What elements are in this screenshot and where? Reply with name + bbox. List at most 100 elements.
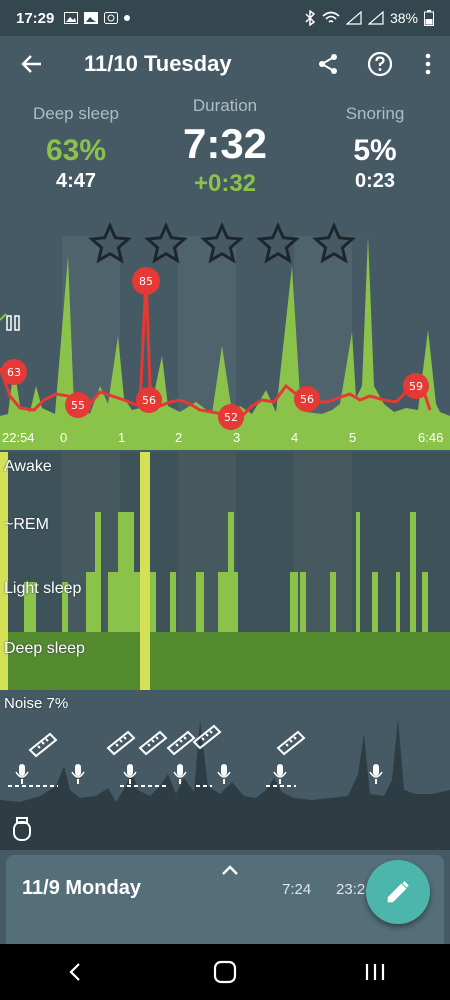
snoring-percent: 5% <box>353 134 397 167</box>
star-icon[interactable] <box>88 222 132 266</box>
deep-sleep-time: 4:47 <box>55 170 97 192</box>
hour-label: 1 <box>118 430 126 445</box>
status-time: 17:29 <box>16 9 55 27</box>
help-button[interactable] <box>354 36 406 92</box>
hour-label: 6:46 <box>418 430 444 445</box>
hr-marker-value: 56 <box>300 393 314 406</box>
page-title: 11/10 Tuesday <box>84 51 232 76</box>
hr-marker-value: 55 <box>71 399 85 412</box>
hr-marker-value: 52 <box>224 411 238 424</box>
alarm-icon <box>13 817 31 841</box>
deep-sleep-stat: Deep sleep 63% 4:47 <box>20 104 132 193</box>
star-icon[interactable] <box>144 222 188 266</box>
deep-sleep-label: Deep sleep <box>32 104 119 123</box>
hr-marker-value: 85 <box>139 275 153 288</box>
hr-marker: 56 <box>136 387 162 413</box>
snore-icons <box>28 724 306 758</box>
mic-icon[interactable] <box>71 764 85 784</box>
image-icon <box>64 12 79 24</box>
stage-label-light: Light sleep <box>4 580 82 597</box>
nav-back-button[interactable] <box>45 944 105 1000</box>
hour-label: 0 <box>60 430 68 445</box>
previous-night-card[interactable]: 11/9 Monday 7:24 23:24 <box>6 855 444 945</box>
more-vert-icon <box>425 53 431 75</box>
hr-markers: 63 85 55 56 52 56 59 <box>1 267 429 430</box>
stage-label-rem: ~REM <box>4 516 49 533</box>
system-nav-bar <box>0 944 450 1000</box>
mic-icon[interactable] <box>15 764 29 784</box>
deep-sleep-percent: 63% <box>45 134 107 167</box>
chevron-left-icon <box>69 963 80 981</box>
hour-label: 5 <box>349 430 357 445</box>
chevron-up-icon[interactable] <box>218 861 242 879</box>
overflow-menu-button[interactable] <box>406 36 450 92</box>
star-icon[interactable] <box>256 222 300 266</box>
hr-marker-value: 56 <box>142 394 156 407</box>
card-duration: 7:24 <box>282 881 312 898</box>
app-icon <box>104 12 119 24</box>
help-icon <box>367 51 393 77</box>
home-icon <box>213 960 237 984</box>
hour-label: 2 <box>175 430 183 445</box>
share-icon <box>319 54 337 74</box>
nav-home-button[interactable] <box>195 944 255 1000</box>
activity-heart-rate-graph[interactable]: 63 85 55 56 52 56 59 <box>0 236 450 450</box>
hr-marker: 55 <box>65 392 91 418</box>
mic-icon[interactable] <box>273 764 287 784</box>
hr-marker: 56 <box>294 386 320 412</box>
star-icon[interactable] <box>312 222 356 266</box>
share-button[interactable] <box>302 36 354 92</box>
duration-diff: +0:32 <box>193 170 257 197</box>
mic-icons <box>15 764 383 784</box>
hr-marker-value: 59 <box>409 380 423 393</box>
mic-icon[interactable] <box>173 764 187 784</box>
mic-icon[interactable] <box>217 764 231 784</box>
snore-icon <box>28 732 58 758</box>
duration-stat: Duration 7:32 +0:32 <box>160 96 290 198</box>
hour-label: 22:54 <box>2 430 35 445</box>
wifi-icon <box>322 11 340 23</box>
system-icons: 38% <box>304 10 434 26</box>
hr-marker: 52 <box>218 404 244 430</box>
snore-icon <box>106 730 136 756</box>
snore-icon <box>166 730 196 756</box>
stage-label-deep: Deep sleep <box>4 640 85 657</box>
sleep-stats: Deep sleep 63% 4:47 Duration 7:32 +0:32 … <box>0 92 450 222</box>
nav-recents-button[interactable] <box>345 944 405 1000</box>
mic-icon[interactable] <box>123 764 137 784</box>
snore-icon <box>192 724 222 750</box>
hr-marker: 59 <box>403 373 429 399</box>
snore-icon <box>138 730 168 756</box>
signal-icon <box>345 11 362 25</box>
back-button[interactable] <box>0 36 64 92</box>
hour-label: 3 <box>233 430 241 445</box>
stage-label-awake: Awake <box>4 458 52 475</box>
noise-label: Noise 7% <box>4 695 69 712</box>
duration-label: Duration <box>192 96 258 115</box>
arrow-back-icon <box>21 55 41 73</box>
dot-icon <box>124 15 131 21</box>
snoring-time: 0:23 <box>354 170 396 192</box>
pause-icon <box>0 313 20 331</box>
star-icon[interactable] <box>200 222 244 266</box>
edit-fab-button[interactable] <box>366 860 430 924</box>
snoring-stat: Snoring 5% 0:23 <box>330 104 420 193</box>
status-bar: 17:29 38% <box>0 0 450 36</box>
hr-marker: 63 <box>1 359 27 385</box>
card-day: 11/9 Monday <box>22 877 141 899</box>
battery-icon <box>424 10 434 26</box>
recents-icon <box>365 964 385 980</box>
card-start-time: 23:24 <box>336 881 374 898</box>
snoring-label: Snoring <box>345 104 405 123</box>
hr-marker: 85 <box>132 267 160 295</box>
gallery-icon <box>84 12 99 24</box>
duration-time: 7:32 <box>182 120 268 167</box>
hour-label: 4 <box>291 430 299 445</box>
noise-graph[interactable] <box>0 690 450 850</box>
hr-marker-value: 63 <box>7 366 21 379</box>
app-bar: 11/10 Tuesday <box>0 36 450 92</box>
pencil-icon <box>387 881 409 903</box>
hypnogram-graph[interactable] <box>0 452 450 690</box>
rating-stars[interactable] <box>88 222 356 266</box>
mic-icon[interactable] <box>369 764 383 784</box>
